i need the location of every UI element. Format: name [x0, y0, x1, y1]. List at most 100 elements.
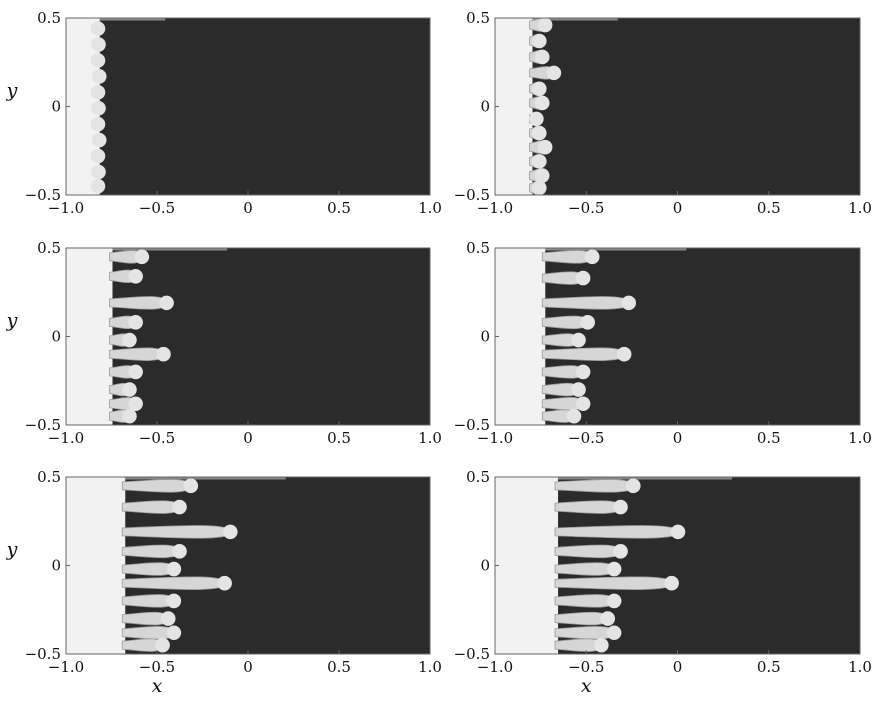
y-tick-label: −0.5	[25, 645, 61, 663]
finger-tip	[159, 295, 174, 311]
finger-tip	[580, 315, 595, 330]
finger-tip	[91, 164, 106, 180]
finger-tip	[531, 180, 547, 195]
finger-tip	[128, 396, 143, 412]
finger-tip	[128, 315, 143, 330]
injected-fluid	[495, 477, 559, 654]
finger-tip	[529, 111, 544, 127]
finger-tip	[575, 396, 591, 412]
finger-tip	[534, 168, 550, 183]
x-tick-label: 0.5	[757, 658, 781, 676]
x-tick-label: −0.5	[139, 658, 175, 676]
finger-tip	[571, 382, 586, 397]
finger-tip	[664, 575, 679, 591]
x-tick-label: 0	[243, 199, 253, 217]
x-tick-label: −1.0	[48, 199, 84, 217]
finger-tip	[91, 37, 106, 52]
x-tick-label: 0	[673, 199, 683, 217]
wall-film	[111, 248, 228, 251]
flow-field	[66, 18, 430, 195]
finger-tip	[670, 524, 686, 540]
panel-1: −1.0 −0.5 0 0.5 1.00.50−0.5y	[6, 9, 442, 217]
finger-tip	[531, 154, 547, 169]
finger-tip	[537, 139, 553, 155]
x-tick-label: 0	[243, 429, 253, 447]
finger-tip	[90, 53, 106, 68]
finger	[554, 576, 680, 590]
x-tick-label: 1.0	[418, 658, 442, 676]
finger-tip	[166, 561, 182, 577]
finger-tip	[534, 95, 550, 111]
finger-tip	[534, 49, 550, 65]
flow-field	[495, 248, 860, 425]
finger-tip	[128, 269, 143, 284]
finger-tip	[606, 625, 622, 641]
x-tick-label: −0.5	[568, 658, 604, 676]
injected-fluid	[66, 248, 113, 425]
wall-film	[531, 18, 618, 21]
finger-tip	[128, 364, 143, 380]
finger-tip	[613, 544, 628, 559]
finger	[554, 525, 686, 539]
flow-field	[495, 18, 860, 195]
finger-tip	[613, 499, 628, 515]
finger-tip	[90, 148, 106, 164]
finger-tip	[90, 21, 106, 36]
flow-field	[66, 477, 430, 654]
x-tick-label: −1.0	[477, 658, 513, 676]
y-tick-label: −0.5	[25, 416, 61, 434]
finger	[121, 576, 233, 590]
x-tick-label: −0.5	[139, 199, 175, 217]
panel-4: −1.0 −0.5 0 0.5 1.00.50−0.5	[454, 239, 872, 447]
x-tick-label: 0	[673, 658, 683, 676]
y-tick-label: −0.5	[454, 416, 490, 434]
x-tick-label: −0.5	[568, 429, 604, 447]
finger-tip	[91, 132, 107, 148]
injected-fluid	[66, 477, 126, 654]
finger-tip	[621, 295, 637, 311]
x-tick-label: −0.5	[139, 429, 175, 447]
y-tick-label: 0.5	[37, 9, 61, 27]
finger-tip	[575, 364, 591, 380]
finger-tip	[606, 593, 622, 609]
panels-layer: −1.0 −0.5 0 0.5 1.00.50−0.5y−1.0 −0.5 0 0.5 1.00…	[6, 9, 872, 697]
y-axis-label: y	[6, 310, 18, 332]
finger-tip	[122, 332, 137, 348]
y-tick-label: 0.5	[37, 239, 61, 257]
finger-tip	[566, 408, 582, 424]
finger-tip	[91, 69, 107, 84]
finger-tip	[531, 81, 547, 97]
finger-tip	[172, 544, 187, 559]
finger-tip	[160, 611, 176, 626]
finger-tip	[90, 178, 106, 194]
panel-5: −1.0 −0.5 0 0.5 1.00.50−0.5yx	[6, 468, 442, 697]
finger-tip	[90, 85, 106, 100]
finger-tip	[90, 116, 106, 132]
finger-tip	[616, 346, 632, 362]
y-tick-label: −0.5	[454, 186, 490, 204]
y-tick-label: 0	[480, 557, 490, 575]
finger-tip	[531, 33, 547, 49]
wall-film	[124, 477, 286, 480]
finger-tip	[625, 478, 641, 494]
wall-film	[98, 18, 166, 21]
finger-tip	[134, 249, 150, 265]
y-tick-label: 0	[480, 98, 490, 116]
finger-tip	[91, 100, 106, 116]
panel-6: −1.0 −0.5 0 0.5 1.00.50−0.5x	[454, 468, 872, 697]
y-axis-label: y	[6, 539, 18, 561]
finger-tip	[222, 524, 238, 540]
x-tick-label: 1.0	[848, 429, 872, 447]
y-tick-label: 0.5	[466, 468, 490, 486]
x-axis-label: x	[152, 675, 163, 697]
x-tick-label: 0	[243, 658, 253, 676]
x-tick-label: 1.0	[848, 199, 872, 217]
x-tick-label: −1.0	[48, 658, 84, 676]
y-tick-label: −0.5	[454, 645, 490, 663]
x-tick-label: −1.0	[48, 429, 84, 447]
y-tick-label: −0.5	[25, 186, 61, 204]
finger-tip	[122, 382, 137, 397]
finger-tip	[571, 332, 586, 348]
y-axis-label: y	[6, 80, 18, 102]
